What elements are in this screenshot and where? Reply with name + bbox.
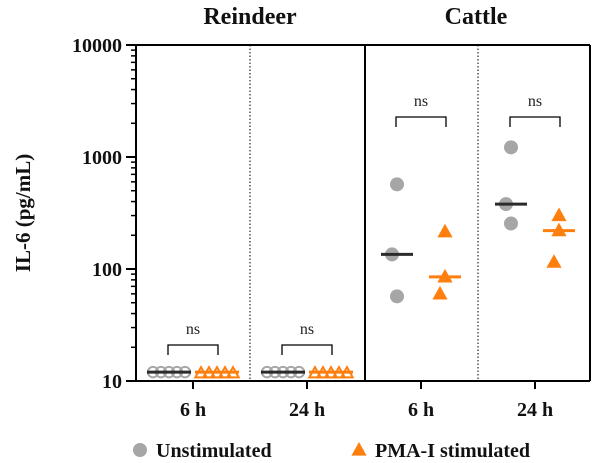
data-point-unstimulated [390, 177, 404, 192]
significance-bracket [395, 116, 447, 127]
panel-title-reindeer: Reindeer [203, 4, 297, 30]
data-point-stimulated [437, 223, 453, 238]
x-tick-label: 24 h [517, 399, 553, 421]
data-point-stimulated [551, 207, 567, 222]
data-point-unstimulated [504, 140, 518, 155]
significance-label: ns [300, 321, 314, 338]
y-tick-label: 10000 [72, 35, 122, 57]
legend-label-stimulated: PMA-I stimulated [375, 440, 530, 462]
legend-marker-stimulated [351, 442, 367, 456]
significance-label: ns [186, 321, 200, 338]
data-point-unstimulated [504, 216, 518, 231]
significance-bracket [281, 344, 333, 355]
x-tick-label: 24 h [289, 399, 325, 421]
data-point-unstimulated [390, 289, 404, 304]
significance-bracket [167, 344, 219, 355]
y-tick-label: 1000 [82, 147, 122, 169]
panel-title-cattle: Cattle [445, 4, 508, 30]
x-tick-label: 6 h [180, 399, 206, 421]
significance-label: ns [528, 93, 542, 110]
plot-layer: 10 100 1000 10000 6 h ns 24 h ns 6 h ns 24 h ns Unst… [72, 35, 591, 462]
y-tick-label: 10 [102, 371, 122, 393]
significance-label: ns [414, 93, 428, 110]
data-point-stimulated [432, 285, 448, 300]
data-point-stimulated [546, 254, 562, 268]
legend-label-unstimulated: Unstimulated [156, 440, 272, 462]
x-tick-label: 6 h [408, 399, 434, 421]
y-axis-title: IL-6 (pg/mL) [11, 154, 35, 272]
legend-marker-unstimulated [133, 443, 147, 457]
y-tick-label: 100 [92, 259, 122, 281]
significance-bracket [509, 116, 561, 127]
